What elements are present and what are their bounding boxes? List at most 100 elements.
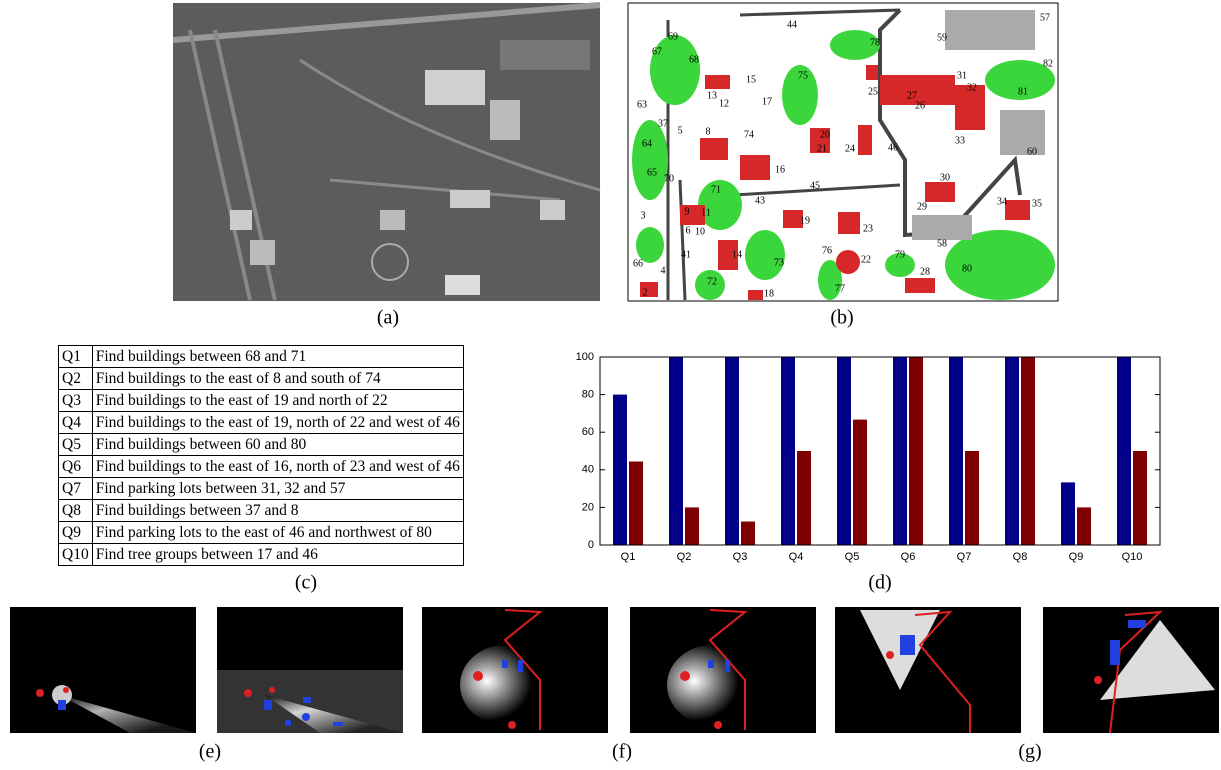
map-label: 4 — [661, 265, 666, 276]
query-text: Find buildings to the east of 19, north … — [92, 412, 463, 434]
map-label: 18 — [764, 288, 774, 299]
y-tick-label: 20 — [582, 501, 594, 513]
map-label: 17 — [762, 96, 772, 107]
map-label: 33 — [955, 135, 965, 146]
x-tick-label: Q9 — [1069, 551, 1084, 563]
query-id: Q6 — [59, 456, 93, 478]
query-text: Find buildings between 68 and 71 — [92, 346, 463, 368]
bar — [909, 357, 923, 545]
heatmap-images — [10, 607, 1219, 733]
panel-label: (d) — [868, 572, 891, 594]
query-text: Find buildings to the east of 8 and sout… — [92, 368, 463, 390]
map-label: 21 — [817, 143, 827, 154]
map-label: 22 — [861, 254, 871, 265]
map-label: 23 — [863, 223, 873, 234]
query-id: Q2 — [59, 368, 93, 390]
y-tick-label: 40 — [582, 464, 594, 476]
map-label: 65 — [647, 167, 657, 178]
map-label: 69 — [668, 31, 678, 42]
map-label: 26 — [915, 100, 925, 111]
map-label: 45 — [810, 180, 820, 191]
bar — [1021, 357, 1035, 545]
panel-label: (a) — [377, 307, 399, 329]
map-label: 44 — [787, 19, 797, 30]
aerial-image — [173, 3, 600, 301]
map-label: 43 — [755, 195, 765, 206]
map-label: 3 — [641, 210, 646, 221]
query-id: Q8 — [59, 500, 93, 522]
map-label: 14 — [732, 249, 742, 260]
map-label: 30 — [940, 172, 950, 183]
map-label: 35 — [1032, 198, 1042, 209]
map-label: 57 — [1040, 12, 1050, 23]
bar — [1061, 482, 1075, 545]
map-label: 11 — [701, 207, 711, 218]
map-label: 16 — [775, 164, 785, 175]
query-text: Find tree groups between 17 and 46 — [92, 544, 463, 566]
bar — [1077, 507, 1091, 545]
map-label: 29 — [917, 201, 927, 212]
map-label: 41 — [681, 249, 691, 260]
query-id: Q3 — [59, 390, 93, 412]
query-id: Q7 — [59, 478, 93, 500]
map-label: 72 — [707, 276, 717, 287]
map-label: 78 — [870, 37, 880, 48]
map-label: 19 — [800, 215, 810, 226]
map-label: 74 — [744, 129, 754, 140]
bar — [781, 357, 795, 545]
map-label: 70 — [664, 173, 674, 184]
y-tick-label: 0 — [588, 539, 594, 551]
bar — [837, 357, 851, 545]
bar — [965, 451, 979, 545]
bar — [741, 522, 755, 546]
map-label: 13 — [707, 90, 717, 101]
x-tick-label: Q1 — [621, 551, 636, 563]
query-id: Q5 — [59, 434, 93, 456]
panel-label: (g) — [1018, 741, 1041, 763]
query-text: Find parking lots to the east of 46 and … — [92, 522, 463, 544]
bar — [893, 357, 907, 545]
bar — [1133, 451, 1147, 545]
table-row: Q10Find tree groups between 17 and 46 — [59, 544, 464, 566]
bar — [949, 357, 963, 545]
query-text: Find buildings between 60 and 80 — [92, 434, 463, 456]
map-label: 25 — [868, 86, 878, 97]
x-tick-label: Q7 — [957, 551, 972, 563]
page: 5744597869676813151225273182753226816317… — [0, 0, 1221, 770]
map-label: 81 — [1018, 86, 1028, 97]
map-label: 20 — [820, 129, 830, 140]
y-tick-label: 60 — [582, 426, 594, 438]
x-tick-label: Q5 — [845, 551, 860, 563]
map-label: 80 — [962, 263, 972, 274]
map-label: 31 — [957, 70, 967, 81]
query-table: Q1Find buildings between 68 and 71Q2Find… — [58, 345, 464, 566]
map-label: 5 — [678, 125, 683, 136]
map-label: 63 — [637, 99, 647, 110]
panel-label: (e) — [199, 741, 221, 763]
map-label: 60 — [1027, 146, 1037, 157]
map-label: 66 — [633, 258, 643, 269]
map-label: 2 — [643, 287, 648, 298]
map-label: 9 — [685, 206, 690, 217]
query-text: Find buildings to the east of 19 and nor… — [92, 390, 463, 412]
query-text: Find buildings between 37 and 8 — [92, 500, 463, 522]
x-tick-label: Q4 — [789, 551, 804, 563]
bar — [629, 462, 643, 545]
query-text: Find buildings to the east of 16, north … — [92, 456, 463, 478]
map-label: 15 — [746, 74, 756, 85]
map-label: 24 — [845, 143, 855, 154]
map-label: 68 — [689, 54, 699, 65]
bar — [797, 451, 811, 545]
map-label: 82 — [1043, 58, 1053, 69]
query-id: Q10 — [59, 544, 93, 566]
query-id: Q1 — [59, 346, 93, 368]
map-label: 10 — [695, 226, 705, 237]
